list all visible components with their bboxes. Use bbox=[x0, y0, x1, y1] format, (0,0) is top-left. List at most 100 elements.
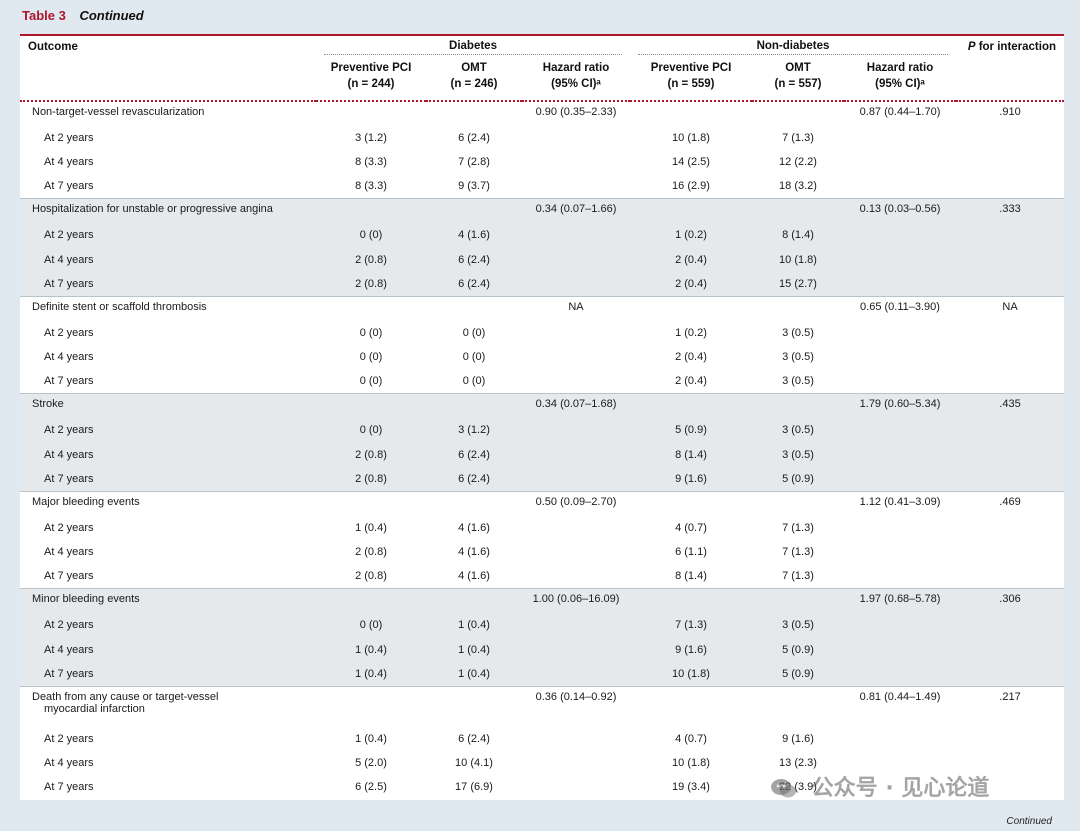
table-caption: Table 3 Continued bbox=[22, 8, 144, 23]
value-d-omt: 0 (0) bbox=[462, 326, 486, 339]
empty-cell bbox=[956, 321, 1064, 345]
value-n-pci: 1 (0.2) bbox=[675, 229, 707, 242]
empty-cell bbox=[522, 150, 630, 174]
value-n-pci: 2 (0.4) bbox=[675, 351, 707, 364]
year-row: At 7 years 6 (2.5) 17 (6.9) 19 (3.4) 22 (3.9… bbox=[20, 775, 1064, 799]
year-label: At 7 years bbox=[44, 472, 94, 485]
value-n-pci: 1 (0.2) bbox=[675, 326, 707, 339]
value-d-omt: 6 (2.4) bbox=[458, 131, 490, 144]
value-n-omt: 3 (0.5) bbox=[782, 619, 814, 632]
year-label: At 4 years bbox=[44, 155, 94, 168]
value-d-omt: 0 (0) bbox=[462, 351, 486, 364]
year-row: At 2 years 0 (0) 0 (0) 1 (0.2) 3 (0.5) bbox=[20, 321, 1064, 345]
outcomes-table: Outcome Diabetes Non-diabetes P for inte… bbox=[20, 36, 1065, 800]
hazard-ratio-n: 1.79 (0.60–5.34) bbox=[859, 398, 941, 411]
value-n-omt: 10 (1.8) bbox=[779, 253, 817, 266]
subheader-line2: (n = 557) bbox=[774, 78, 822, 90]
year-label: At 2 years bbox=[44, 732, 94, 745]
empty-cell bbox=[956, 125, 1064, 149]
value-d-pci: 0 (0) bbox=[359, 619, 383, 632]
empty-cell bbox=[956, 613, 1064, 637]
empty-cell bbox=[844, 442, 956, 466]
empty-cell bbox=[522, 662, 630, 686]
year-label: At 7 years bbox=[44, 781, 94, 794]
value-d-pci: 2 (0.8) bbox=[355, 448, 387, 461]
subheader-line1: Preventive PCI bbox=[650, 62, 732, 74]
year-label: At 4 years bbox=[44, 756, 94, 769]
value-d-pci: 5 (2.0) bbox=[355, 756, 387, 769]
empty-cell bbox=[956, 247, 1064, 271]
outcome-title-line: Definite stent or scaffold thrombosis bbox=[32, 300, 207, 313]
year-label: At 7 years bbox=[44, 667, 94, 680]
empty-cell bbox=[630, 491, 752, 515]
empty-cell bbox=[316, 589, 426, 613]
value-n-omt: 7 (1.3) bbox=[782, 131, 814, 144]
empty-cell bbox=[316, 199, 426, 223]
outcome-title-line: Non-target-vessel revascularization bbox=[32, 106, 205, 118]
value-n-pci: 10 (1.8) bbox=[672, 756, 710, 769]
outcome-group: Minor bleeding events 1.00 (0.06–16.09) 1.… bbox=[20, 588, 1065, 687]
empty-cell bbox=[844, 564, 956, 588]
value-n-omt: 9 (1.6) bbox=[782, 732, 814, 745]
value-n-pci: 10 (1.8) bbox=[672, 131, 710, 144]
empty-cell bbox=[956, 662, 1064, 686]
empty-cell bbox=[316, 394, 426, 418]
subheader-line1: OMT bbox=[461, 62, 487, 74]
outcome-row: Stroke 0.34 (0.07–1.68) 1.79 (0.60–5.34) .4… bbox=[20, 394, 1064, 418]
empty-cell bbox=[752, 101, 844, 125]
empty-cell bbox=[426, 101, 522, 125]
value-d-omt: 0 (0) bbox=[462, 375, 486, 388]
empty-cell bbox=[956, 516, 1064, 540]
hazard-ratio-d: 1.00 (0.06–16.09) bbox=[532, 593, 620, 606]
header-diabetes-label: Diabetes bbox=[324, 40, 622, 55]
value-d-pci: 2 (0.8) bbox=[355, 277, 387, 290]
p-interaction-value: NA bbox=[1002, 300, 1018, 313]
subheader-d-omt: OMT (n = 246) bbox=[426, 58, 522, 101]
outcome-row: Death from any cause or target-vessel myo… bbox=[20, 686, 1064, 726]
empty-cell bbox=[844, 272, 956, 296]
year-row: At 4 years 1 (0.4) 1 (0.4) 9 (1.6) 5 (0.9) bbox=[20, 638, 1064, 662]
value-n-pci: 6 (1.1) bbox=[675, 546, 707, 559]
value-d-omt: 6 (2.4) bbox=[458, 448, 490, 461]
year-row: At 2 years 0 (0) 1 (0.4) 7 (1.3) 3 (0.5) bbox=[20, 613, 1064, 637]
empty-cell bbox=[522, 272, 630, 296]
year-label: At 4 years bbox=[44, 643, 94, 656]
empty-cell bbox=[956, 369, 1064, 393]
year-row: At 7 years 2 (0.8) 6 (2.4) 9 (1.6) 5 (0.9) bbox=[20, 467, 1064, 491]
year-row: At 7 years 2 (0.8) 6 (2.4) 2 (0.4) 15 (2.7) bbox=[20, 272, 1064, 296]
year-label: At 4 years bbox=[44, 448, 94, 461]
value-n-omt: 5 (0.9) bbox=[782, 667, 814, 680]
value-d-pci: 8 (3.3) bbox=[355, 155, 387, 168]
subheader-row: Preventive PCI (n = 244) OMT (n = 246) Hazar… bbox=[20, 58, 1065, 101]
year-row: At 2 years 3 (1.2) 6 (2.4) 10 (1.8) 7 (1.3) bbox=[20, 125, 1064, 149]
empty-cell bbox=[426, 199, 522, 223]
year-row: At 4 years 2 (0.8) 6 (2.4) 8 (1.4) 3 (0.5) bbox=[20, 442, 1064, 466]
empty-cell bbox=[844, 516, 956, 540]
empty-cell bbox=[956, 467, 1064, 491]
empty-cell bbox=[956, 418, 1064, 442]
subheader-d-hr: Hazard ratio (95% CI)ᵃ bbox=[522, 58, 630, 101]
empty-cell bbox=[844, 467, 956, 491]
empty-cell bbox=[316, 296, 426, 320]
empty-cell bbox=[844, 150, 956, 174]
year-label: At 4 years bbox=[44, 351, 94, 364]
hazard-ratio-d: 0.50 (0.09–2.70) bbox=[535, 495, 617, 508]
value-n-pci: 8 (1.4) bbox=[675, 448, 707, 461]
year-row: At 4 years 5 (2.0) 10 (4.1) 10 (1.8) 13 (2.3… bbox=[20, 751, 1064, 775]
empty-cell bbox=[522, 174, 630, 198]
hazard-ratio-n: 1.12 (0.41–3.09) bbox=[859, 495, 941, 508]
outcome-title-line: Major bleeding events bbox=[32, 495, 140, 508]
empty-cell bbox=[522, 516, 630, 540]
outcome-group: Death from any cause or target-vessel myo… bbox=[20, 686, 1065, 800]
empty-cell bbox=[630, 589, 752, 613]
value-d-omt: 6 (2.4) bbox=[458, 253, 490, 266]
outcome-row: Hospitalization for unstable or progress… bbox=[20, 199, 1064, 223]
empty-cell bbox=[844, 638, 956, 662]
subheader-line2: (n = 559) bbox=[667, 78, 715, 90]
value-n-omt: 5 (0.9) bbox=[782, 472, 814, 485]
subheader-empty bbox=[20, 58, 316, 101]
outcome-title: Minor bleeding events bbox=[20, 589, 316, 613]
year-label: At 2 years bbox=[44, 131, 94, 144]
subheader-line1: Preventive PCI bbox=[330, 62, 412, 74]
year-row: At 2 years 1 (0.4) 4 (1.6) 4 (0.7) 7 (1.3) bbox=[20, 516, 1064, 540]
